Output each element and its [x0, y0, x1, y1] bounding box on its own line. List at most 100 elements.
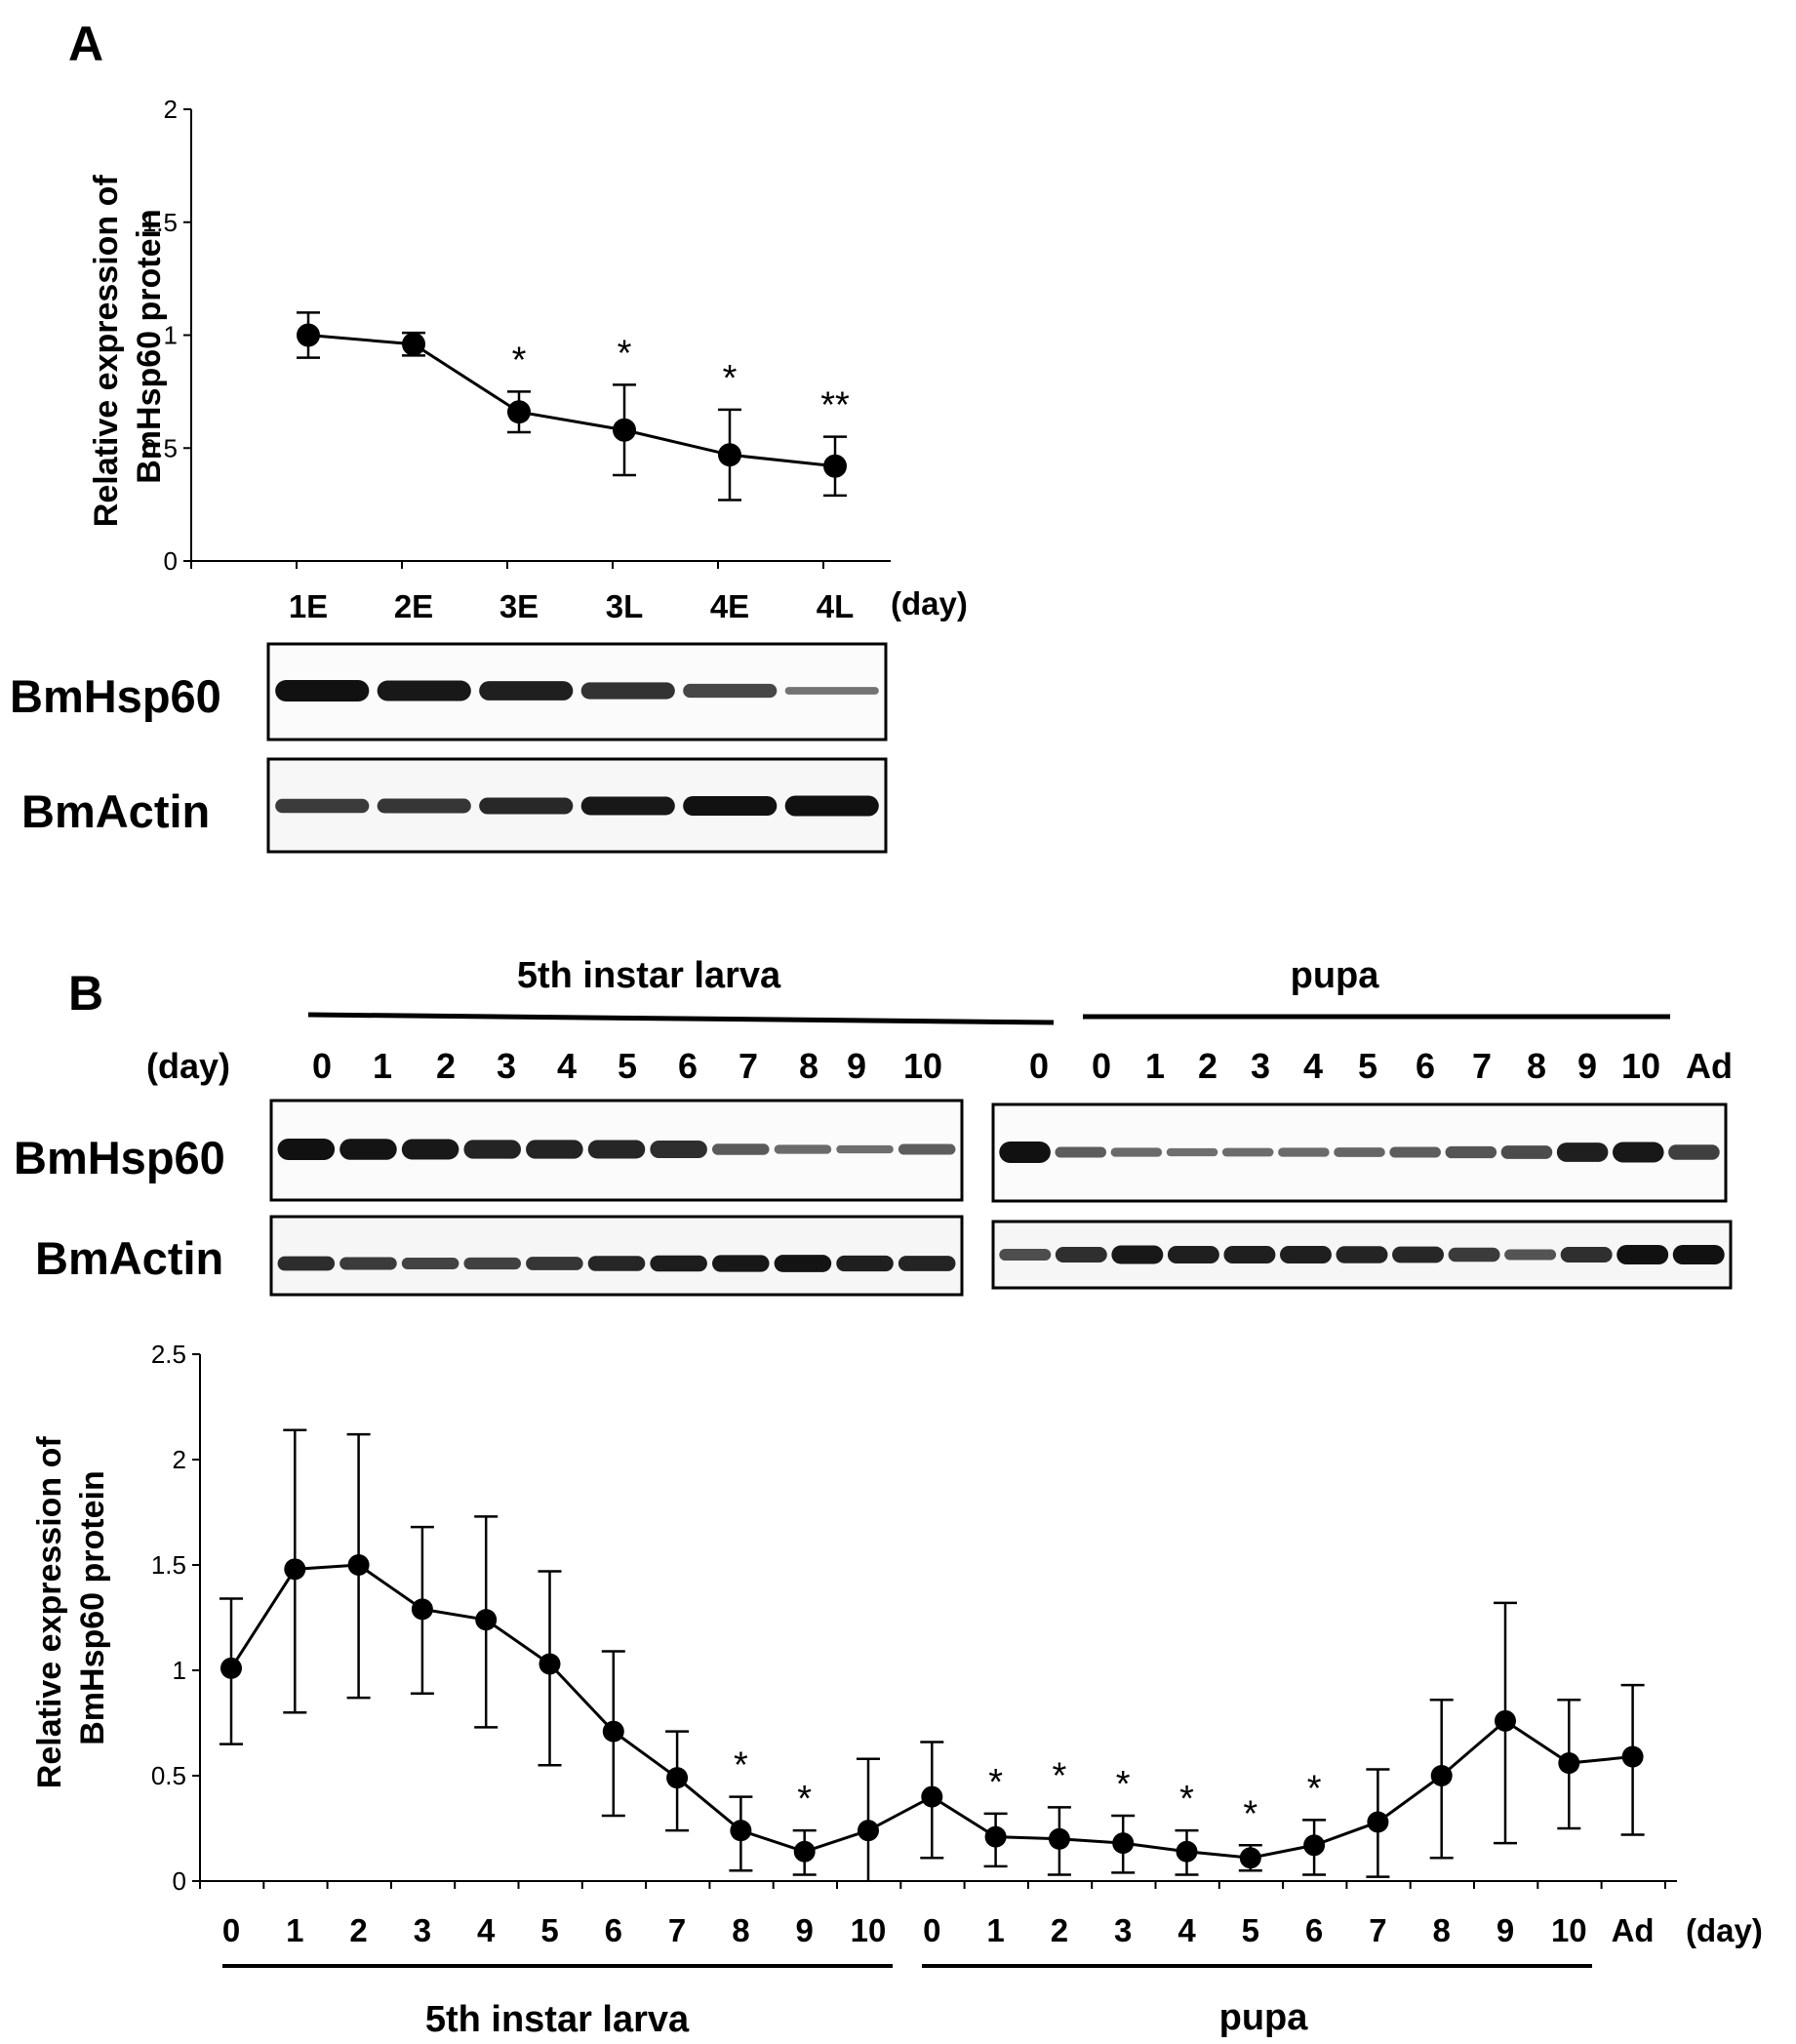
chart-a-day-label: (day): [891, 585, 968, 621]
chart-b-data-point: [411, 1598, 433, 1621]
chart-b-category-label: 8: [732, 1912, 749, 1948]
blot-b-larva-lane-label: 0: [312, 1046, 332, 1086]
chart-b-category-label: 10: [1551, 1912, 1587, 1948]
blots-b-header: 5th instar larva pupa (day) 0 1 2 3 4 5 6 7 8 9 10…: [146, 955, 1733, 1086]
chart-b-ylabel-line1: Relative expression of: [31, 1436, 68, 1789]
blots-b: BmHsp60 BmActin: [14, 1099, 1733, 1297]
blot-a-hsp-label: BmHsp60: [10, 670, 221, 722]
blot-b-pupa-actin-band: [1223, 1246, 1276, 1263]
blot-b-larva-hsp-band: [463, 1140, 521, 1159]
blot-b-pupa-lane-label: 4: [1303, 1046, 1323, 1086]
chart-b-category-label: 2: [349, 1912, 367, 1948]
chart-a-ytick-label: 0.5: [142, 433, 178, 462]
blot-b-pupa-hsp-band: [1612, 1142, 1664, 1163]
chart-a-data-point: [402, 332, 425, 356]
blot-b-pupa-header: pupa: [1291, 955, 1380, 996]
blot-b-pupa-lane-label: 3: [1251, 1046, 1270, 1086]
blot-b-pupa-hsp-band: [1278, 1147, 1330, 1157]
chart-b-data-point: [475, 1609, 498, 1631]
blot-b-pupa-actin-band: [1336, 1246, 1388, 1263]
chart-a-data-point: [718, 443, 741, 467]
blot-b-pupa-lane-label: 2: [1198, 1046, 1217, 1086]
blot-b-larva-header: 5th instar larva: [517, 955, 781, 996]
chart-a-category-label: 4E: [710, 588, 749, 624]
chart-a-significance-mark: *: [723, 358, 738, 399]
blot-b-larva-actin-band: [526, 1257, 583, 1270]
chart-b-data-point: [666, 1767, 689, 1789]
chart-b-significance-mark: *: [797, 1779, 812, 1820]
blot-b-larva-hsp-band: [277, 1139, 336, 1160]
chart-b-data-point: [984, 1825, 1007, 1848]
blot-b-larva-hsp-band: [774, 1144, 832, 1154]
blot-b-larva-lane-label: 1: [373, 1046, 392, 1086]
chart-a-ytick-label: 0: [164, 546, 178, 576]
blot-b-pupa-actin-band: [1616, 1245, 1669, 1264]
chart-b-category-label: 4: [477, 1912, 496, 1948]
blot-b-pupa-lane-label: 9: [1577, 1046, 1597, 1086]
blot-b-larva-hsp-band: [587, 1140, 646, 1159]
chart-b-ytick-label: 1.5: [151, 1550, 186, 1580]
chart-a-category-label: 3L: [606, 588, 644, 624]
blot-b-pupa-hsp-band: [999, 1142, 1051, 1163]
chart-b-category-label: 8: [1433, 1912, 1451, 1948]
chart-b-category-label: Ad: [1612, 1912, 1655, 1948]
blot-b-pupa-actin-band: [999, 1249, 1052, 1261]
chart-b-ylabel-line2: BmHsp60 protein: [74, 1470, 111, 1745]
blot-b-pupa-hsp-band: [1055, 1146, 1107, 1158]
chart-b-category-label: 3: [414, 1912, 431, 1948]
blot-b-pupa-hsp-band: [1389, 1146, 1441, 1158]
chart-a-data-point: [613, 418, 636, 442]
blot-a-actin-frame: [266, 757, 888, 854]
blot-b-day-label: (day): [146, 1046, 230, 1086]
blot-b-larva-hsp-band: [712, 1143, 770, 1155]
blot-b-pupa-actin-band: [1504, 1249, 1557, 1261]
blot-b-pupa-actin-band: [1560, 1247, 1613, 1262]
blots-a: BmHsp60 BmActin: [10, 642, 888, 854]
blot-b-pupa-hsp-band: [1445, 1145, 1497, 1159]
blot-b-larva-lane-label: 2: [436, 1046, 456, 1086]
blot-a-hsp-band: [580, 682, 675, 700]
chart-b-data-point: [284, 1558, 306, 1581]
blot-b-pupa-lane-label: 5: [1358, 1046, 1377, 1086]
blot-b-pupa-lane-label: 1: [1145, 1046, 1165, 1086]
blot-a-actin-band: [580, 796, 675, 816]
blot-a-actin-band: [377, 798, 471, 814]
blot-b-larva-actin-band: [650, 1255, 707, 1272]
chart-b-data-point: [1112, 1832, 1135, 1855]
chart-a-data-point: [507, 400, 531, 424]
chart-a-series-line: [307, 334, 836, 468]
blot-b-larva-hsp-band: [526, 1140, 583, 1159]
chart-a-data-point: [297, 323, 320, 347]
chart-b-category-label: 1: [986, 1912, 1004, 1948]
chart-b-data-point: [347, 1554, 370, 1576]
chart-b-significance-mark: *: [1243, 1793, 1257, 1834]
chart-b-category-label: 7: [1369, 1912, 1386, 1948]
chart-a-ytick-label: 1.5: [142, 208, 178, 237]
chart-b-data-point: [539, 1653, 561, 1675]
blot-b-pupa-actin-band: [1111, 1245, 1164, 1264]
blot-b-larva-lane-label: 10: [903, 1046, 942, 1086]
blot-a-hsp-band: [683, 683, 778, 699]
chart-a-ylabel: Relative expression of BmHsp60 protein: [88, 166, 168, 527]
blot-b-pupa-lane-label: 7: [1472, 1046, 1492, 1086]
chart-a-marks: * ****: [297, 311, 850, 501]
chart-b-category-label: 1: [286, 1912, 303, 1948]
blot-b-bands: [277, 1139, 1725, 1272]
chart-b-axes: 0 0.5 1 1.5 2 2.5 0 1 2 3 4 5 6 7 8 9 10 0 1 2 3 4 5 6 7 8 9 10 Ad: [151, 1340, 1677, 1948]
blot-b-pupa-hsp-band: [1166, 1147, 1218, 1157]
chart-b-day-label: (day): [1686, 1912, 1763, 1948]
chart-b-category-label: 5: [540, 1912, 558, 1948]
blot-b-pupa-actin-band: [1279, 1246, 1332, 1263]
blot-a-hsp-band: [377, 680, 471, 701]
blot-a-actin-band: [683, 796, 778, 816]
blot-b-larva-lane-label: 4: [557, 1046, 577, 1086]
blot-b-pupa-actin-band: [1167, 1246, 1219, 1263]
chart-b-data-point: [1495, 1709, 1516, 1732]
chart-b-marks: * * * * * * * *: [220, 1428, 1645, 1881]
chart-a: Relative expression of BmHsp60 protein 0…: [88, 95, 968, 624]
blot-b-larva-actin-band: [587, 1256, 646, 1271]
blot-b-pupa-lane-label: 6: [1416, 1046, 1435, 1086]
chart-a-ytick-label: 2: [164, 95, 178, 124]
chart-b-category-label: 0: [923, 1912, 940, 1948]
chart-b-category-label: 0: [222, 1912, 240, 1948]
